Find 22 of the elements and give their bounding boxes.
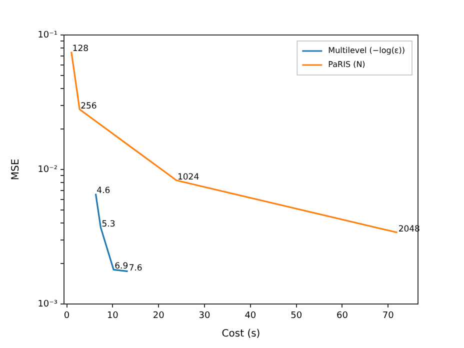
annotation: 1024 — [177, 172, 200, 182]
annotation: 7.6 — [128, 263, 142, 274]
annotation: 4.6 — [96, 186, 110, 196]
y-axis-title: MSE — [10, 158, 22, 180]
x-tick-label: 0 — [64, 311, 70, 322]
x-axis-title: Cost (s) — [222, 328, 260, 340]
x-tick-label: 60 — [336, 311, 348, 322]
x-tick-label: 70 — [382, 311, 394, 322]
annotation: 5.3 — [102, 220, 116, 230]
x-tick-label: 10 — [106, 311, 119, 322]
legend-label: PaRIS (N) — [328, 60, 366, 70]
y-tick-label: 10⁻³ — [38, 299, 58, 310]
annotation: 128 — [72, 44, 89, 54]
y-tick-label: 10⁻² — [38, 164, 58, 175]
annotation: 256 — [80, 101, 97, 112]
x-tick-label: 30 — [198, 311, 210, 322]
x-tick-label: 20 — [152, 311, 165, 322]
annotation: 6.9 — [114, 262, 128, 272]
y-tick-label: 10⁻¹ — [38, 30, 58, 40]
legend-label: Multilevel (−log(ε)) — [328, 46, 405, 56]
x-tick-label: 50 — [290, 311, 302, 322]
x-tick-label: 40 — [244, 311, 256, 322]
